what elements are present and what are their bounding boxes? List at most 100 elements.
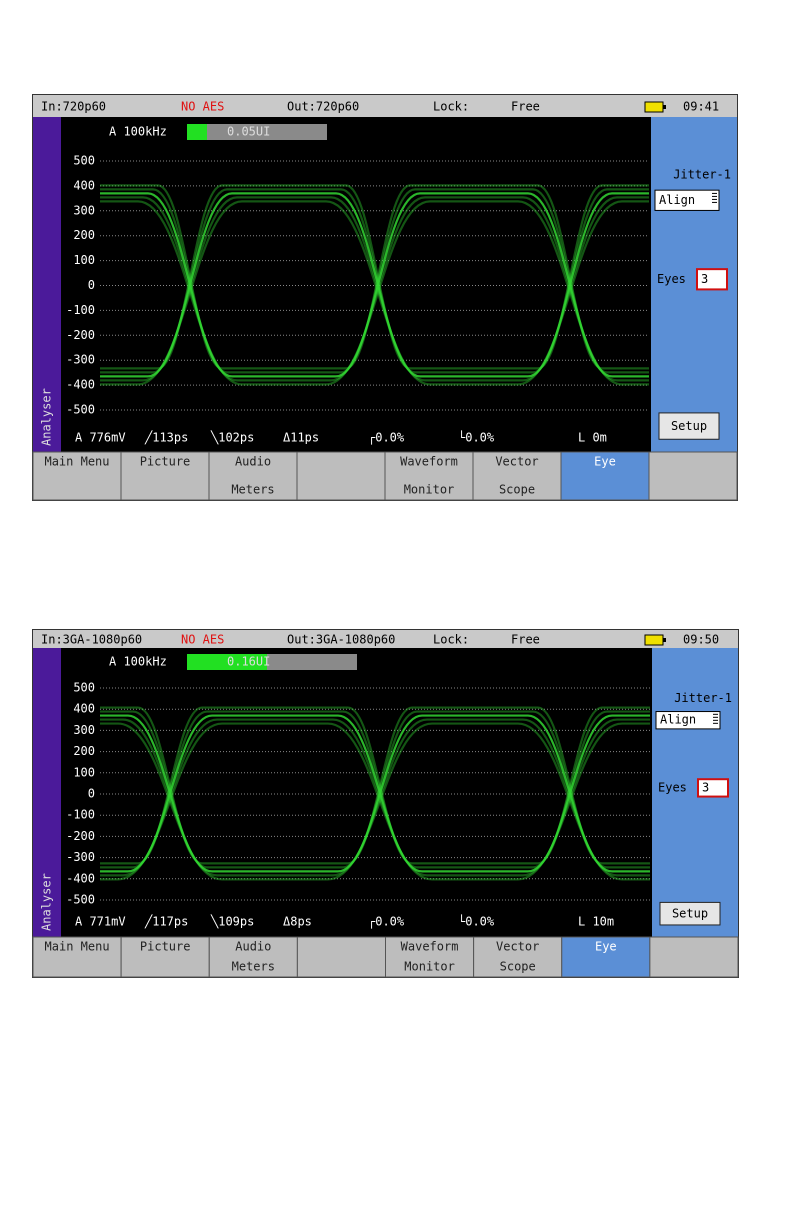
aes-status: NO AES xyxy=(181,100,224,114)
input-format: In:3GA-1080p60 xyxy=(41,633,142,647)
menu-tab xyxy=(296,936,386,978)
menu-tab-label[interactable]: Picture xyxy=(140,940,191,954)
menu-tab-label[interactable]: Meters xyxy=(232,960,275,974)
y-label: 500 xyxy=(73,154,95,168)
menu-tab-label[interactable]: Main Menu xyxy=(45,940,110,954)
eye-trace xyxy=(100,718,650,877)
menu-tab[interactable] xyxy=(208,451,298,501)
panel-title: Jitter-1 xyxy=(673,168,731,182)
menu-tab-label[interactable]: Audio xyxy=(235,940,271,954)
mode-value[interactable]: Align xyxy=(660,713,696,727)
menu-tab-label[interactable]: Audio xyxy=(235,455,271,469)
y-label: -100 xyxy=(66,303,95,317)
measurement: └0.0% xyxy=(458,430,495,445)
menu-tab-label[interactable]: Monitor xyxy=(404,960,455,974)
eye-trace xyxy=(100,200,649,386)
eye-trace xyxy=(100,192,649,378)
eye-trace xyxy=(100,722,650,881)
side-strip xyxy=(33,117,61,452)
status-bar xyxy=(33,95,737,117)
mode-dropdown[interactable] xyxy=(655,711,721,730)
measurement: ┌0.0% xyxy=(368,431,405,445)
eyes-label: Eyes xyxy=(658,780,687,794)
y-label: 0 xyxy=(88,787,95,801)
clock: 09:41 xyxy=(683,100,719,114)
y-label: -300 xyxy=(66,353,95,367)
setup-button[interactable] xyxy=(659,901,721,926)
menu-tab[interactable] xyxy=(473,936,563,978)
y-label: 100 xyxy=(73,253,95,267)
side-label: Analyser xyxy=(40,873,54,931)
menu-tab-label[interactable]: Vector xyxy=(496,940,539,954)
menu-tab-label[interactable]: Eye xyxy=(594,455,616,469)
menu-tab[interactable] xyxy=(32,451,122,501)
y-label: 400 xyxy=(73,702,95,716)
eyes-value[interactable]: 3 xyxy=(702,780,709,794)
frame xyxy=(32,94,738,501)
menu-tab xyxy=(649,936,739,978)
menu-tab-label[interactable]: Waveform xyxy=(401,940,459,954)
jitter-meter xyxy=(187,124,327,140)
clock: 09:50 xyxy=(683,633,719,647)
y-label: -400 xyxy=(66,378,95,392)
menu-tab-label[interactable]: Picture xyxy=(140,455,191,469)
mode-dropdown[interactable] xyxy=(654,189,720,211)
menu-tab[interactable] xyxy=(384,451,474,501)
y-label: -300 xyxy=(66,850,95,864)
y-label: 500 xyxy=(73,681,95,695)
y-label: -200 xyxy=(66,829,95,843)
measurement: L 10m xyxy=(578,915,614,929)
menu-tab-label[interactable]: Main Menu xyxy=(44,455,109,469)
side-strip xyxy=(33,648,61,937)
eye-trace xyxy=(100,196,649,382)
setup-label[interactable]: Setup xyxy=(671,419,707,433)
eyes-input[interactable] xyxy=(697,778,729,798)
menu-tab-label[interactable]: Meters xyxy=(231,483,274,497)
battery-tip xyxy=(663,105,666,109)
mode-value[interactable]: Align xyxy=(659,193,695,207)
panel-title: Jitter-1 xyxy=(674,691,732,705)
menu-tab-label[interactable]: Scope xyxy=(499,483,535,497)
jitter-value: 0.05UI xyxy=(227,125,270,139)
screen: In:720p60 NO AES Out:720p60 Lock: Free 09:41 A… xyxy=(32,94,738,501)
menu-tab-label[interactable]: Vector xyxy=(495,455,538,469)
jitter-filter: A 100kHz xyxy=(109,125,167,139)
menu-tab xyxy=(648,451,738,501)
y-label: -500 xyxy=(66,403,95,417)
eyes-label: Eyes xyxy=(657,272,686,286)
setup-button[interactable] xyxy=(658,412,720,440)
side-label: Analyser xyxy=(40,388,54,446)
battery-tip xyxy=(663,638,666,642)
y-label: 400 xyxy=(73,178,95,192)
y-label: -200 xyxy=(66,328,95,342)
jitter-meter-fill xyxy=(187,654,267,670)
measurement: ╲109ps xyxy=(210,914,254,929)
menu-tab[interactable] xyxy=(32,936,122,978)
lock-status: Free xyxy=(511,633,540,647)
measurement: ┌0.0% xyxy=(368,915,405,929)
setup-label[interactable]: Setup xyxy=(672,906,708,920)
menu-tab[interactable] xyxy=(208,936,298,978)
y-label: 0 xyxy=(88,278,95,292)
menu-tab-label[interactable]: Scope xyxy=(500,960,536,974)
menu-tab[interactable] xyxy=(472,451,562,501)
input-format: In:720p60 xyxy=(41,100,106,114)
aes-status: NO AES xyxy=(181,633,224,647)
menu-tab-label[interactable]: Waveform xyxy=(400,455,458,469)
y-label: -500 xyxy=(66,893,95,907)
jitter-meter-fill xyxy=(187,124,207,140)
y-label: 300 xyxy=(73,203,95,217)
menu-tab[interactable] xyxy=(385,936,475,978)
eye-trace xyxy=(100,718,650,877)
eyes-input[interactable] xyxy=(696,268,728,291)
eyes-value[interactable]: 3 xyxy=(701,272,708,286)
menu-tab-label[interactable]: Eye xyxy=(595,940,617,954)
menu-tab xyxy=(296,451,386,501)
battery-icon xyxy=(644,634,664,646)
eye-trace xyxy=(100,196,649,382)
menu-tab-label[interactable]: Monitor xyxy=(404,483,455,497)
menu-tab[interactable] xyxy=(560,451,650,501)
measurement: Δ8ps xyxy=(283,915,312,929)
jitter-value: 0.16UI xyxy=(227,655,270,669)
